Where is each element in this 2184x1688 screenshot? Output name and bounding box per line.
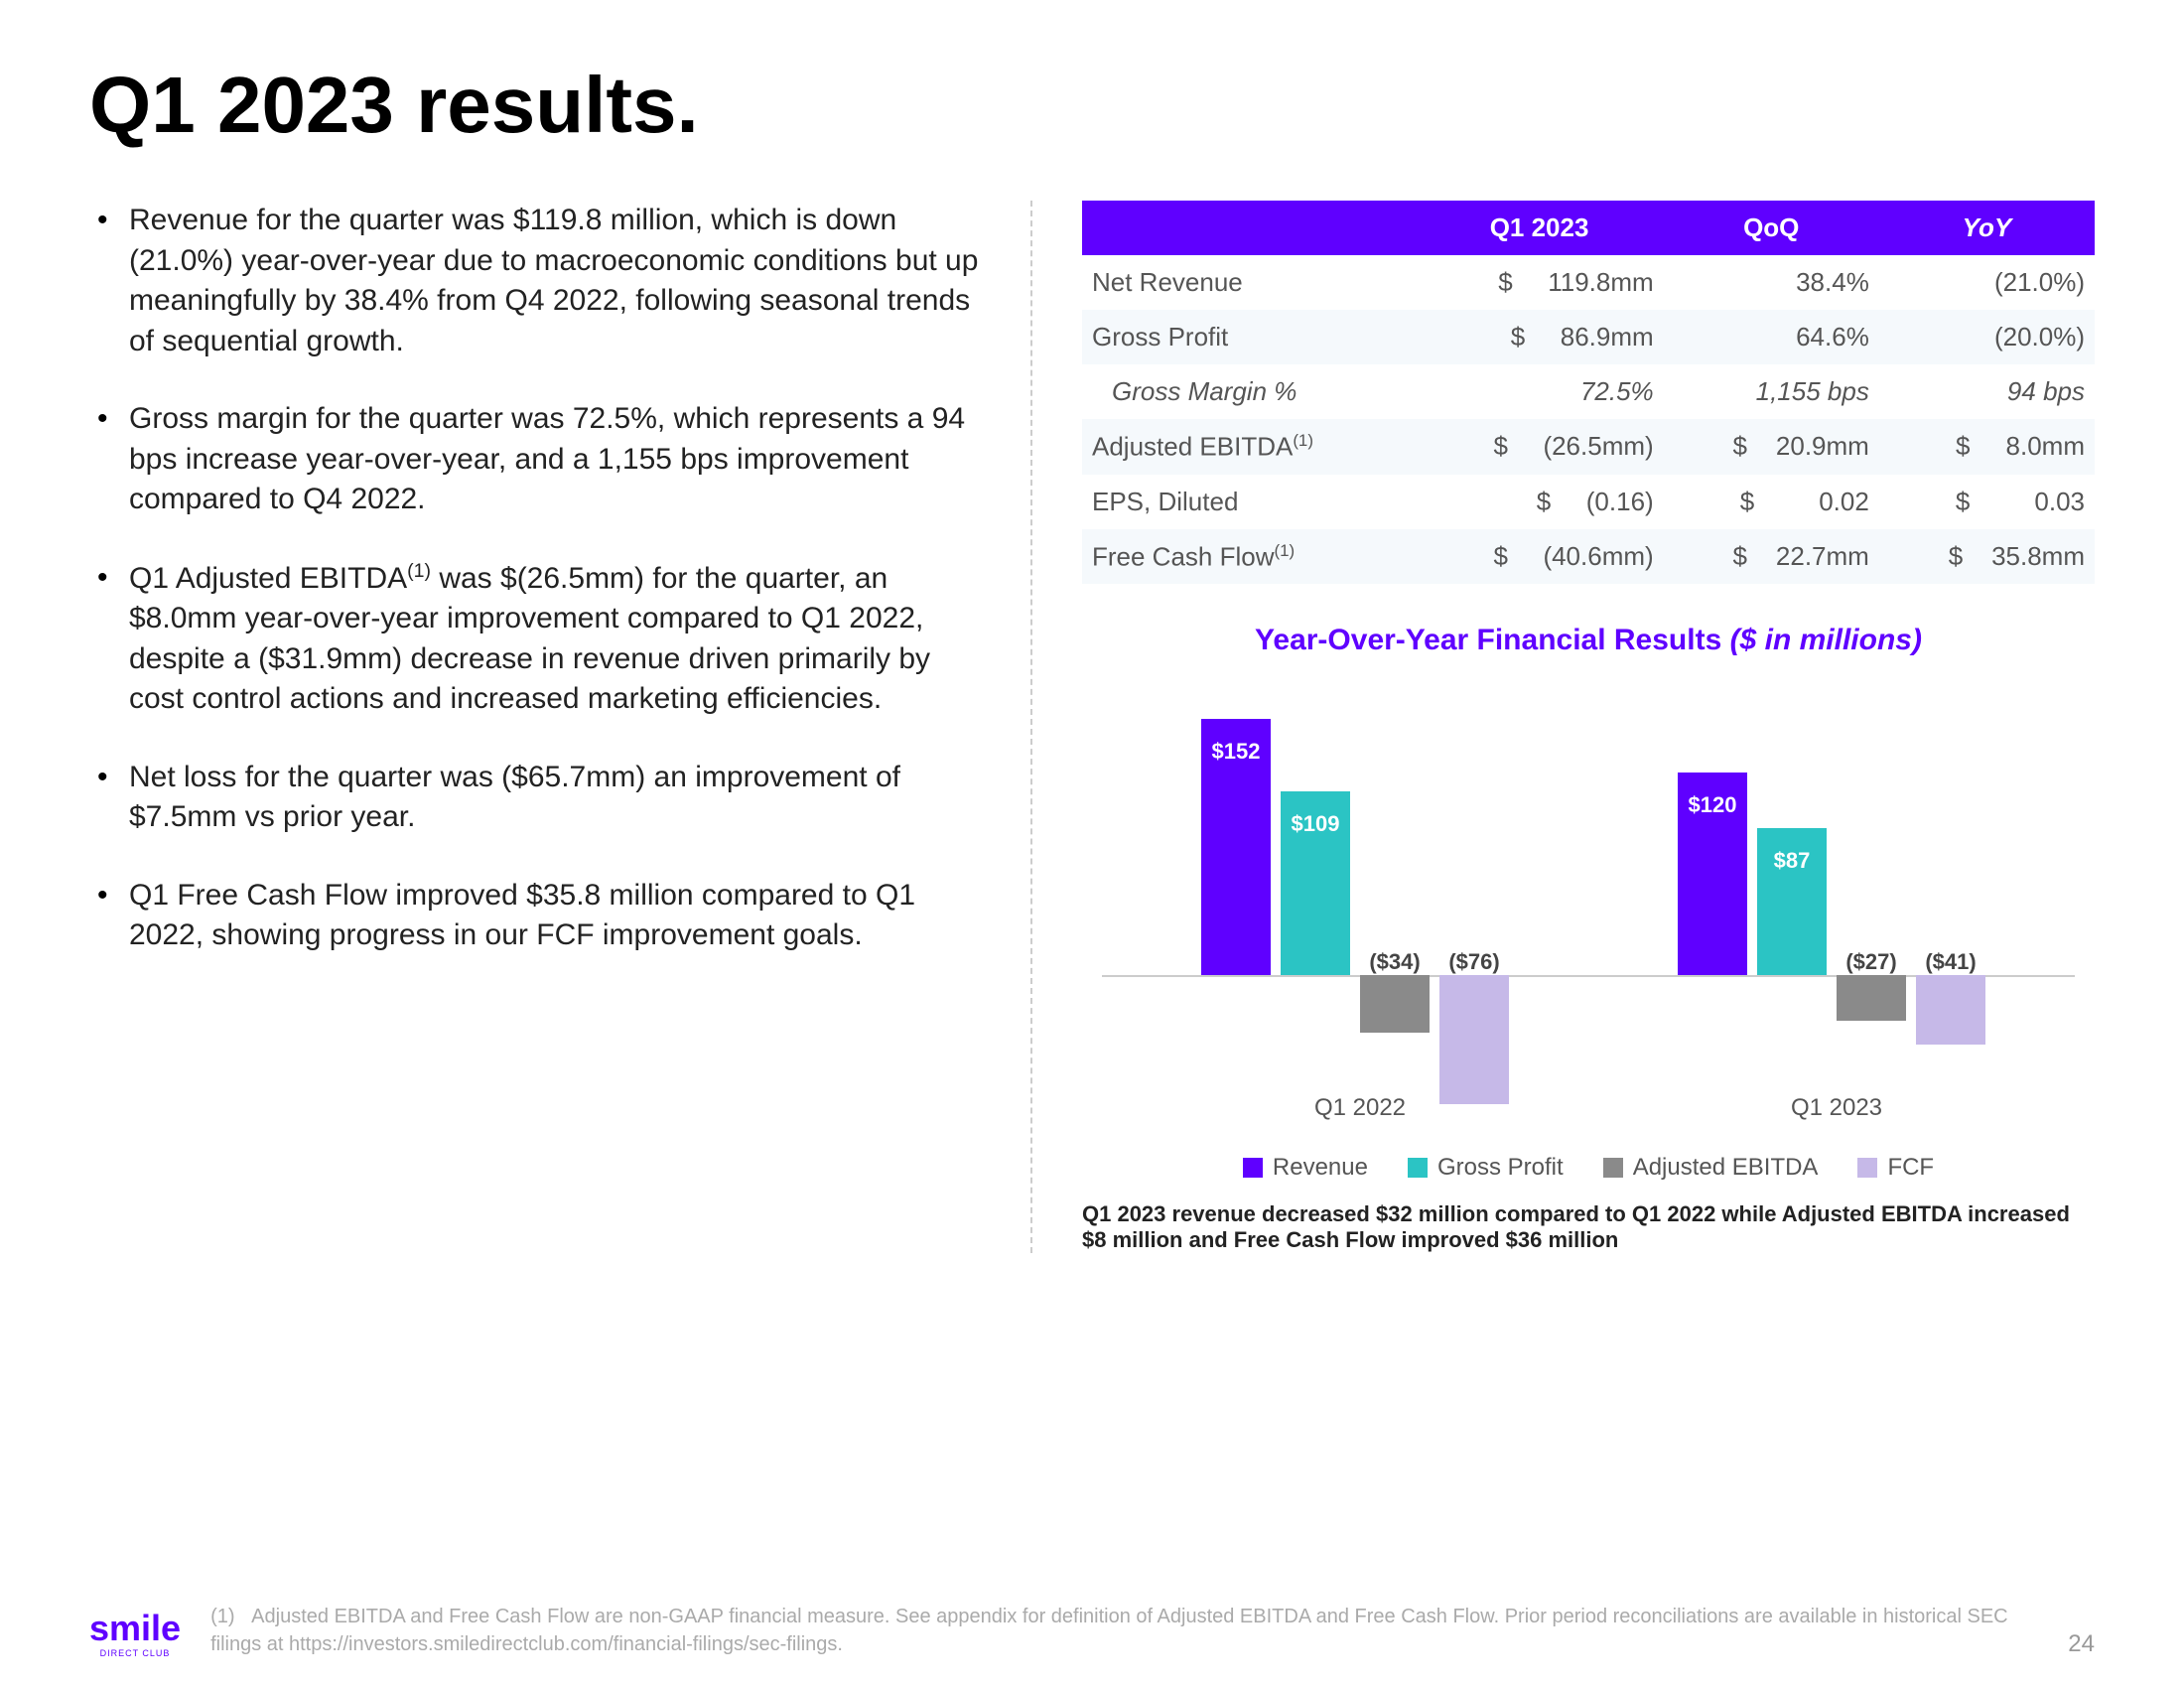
bar-label: ($27)	[1837, 949, 1906, 975]
logo: smile	[89, 1611, 181, 1646]
footer: smile DIRECT CLUB (1) Adjusted EBITDA an…	[89, 1603, 2095, 1658]
legend-swatch	[1243, 1158, 1263, 1178]
legend-label: Adjusted EBITDA	[1633, 1154, 1819, 1182]
content-row: Revenue for the quarter was $119.8 milli…	[89, 201, 2095, 1253]
table-row: Adjusted EBITDA(1)$(26.5mm)$ 20.9mm$ 8.0…	[1082, 419, 2095, 475]
bar-group: $152 $109 ($34) ($76)	[1201, 677, 1509, 1154]
bullet-item: Revenue for the quarter was $119.8 milli…	[89, 201, 991, 361]
row-label: Gross Profit	[1082, 310, 1415, 364]
row-q1: $119.8mm	[1415, 255, 1663, 310]
legend-swatch	[1857, 1158, 1877, 1178]
bar-wrap: ($41)	[1916, 677, 1985, 1154]
bullet-list: Revenue for the quarter was $119.8 milli…	[89, 201, 991, 956]
page-title: Q1 2023 results.	[89, 60, 2095, 151]
row-q1: 72.5%	[1415, 364, 1663, 419]
bar-label: ($76)	[1439, 949, 1509, 975]
bar-group: $120 $87 ($27) ($41)	[1678, 677, 1985, 1154]
bullet-item: Net loss for the quarter was ($65.7mm) a…	[89, 758, 991, 838]
row-qoq: 1,155 bps	[1664, 364, 1879, 419]
row-yoy: 94 bps	[1879, 364, 2095, 419]
chart-legend: Revenue Gross Profit Adjusted EBITDA FCF	[1082, 1154, 2095, 1182]
bar-adj_ebitda	[1360, 975, 1430, 1033]
th-q1: Q1 2023	[1415, 201, 1663, 255]
logo-block: smile DIRECT CLUB	[89, 1611, 181, 1658]
row-label: EPS, Diluted	[1082, 475, 1415, 529]
bar-chart: $152 $109 ($34) ($76) Q1 2022 $120 $87 ($27) ($4…	[1082, 677, 2095, 1154]
bullet-item: Gross margin for the quarter was 72.5%, …	[89, 399, 991, 520]
logo-subtitle: DIRECT CLUB	[89, 1648, 181, 1658]
table-row: EPS, Diluted$(0.16)$ 0.02$ 0.03	[1082, 475, 2095, 529]
legend-label: Revenue	[1273, 1154, 1368, 1182]
bullet-item: Q1 Free Cash Flow improved $35.8 million…	[89, 876, 991, 956]
bullet-column: Revenue for the quarter was $119.8 milli…	[89, 201, 1032, 1253]
bar-wrap: ($76)	[1439, 677, 1509, 1154]
chart-note: Q1 2023 revenue decreased $32 million co…	[1082, 1201, 2095, 1253]
legend-item: Revenue	[1243, 1154, 1368, 1182]
row-qoq: 38.4%	[1664, 255, 1879, 310]
legend-item: Gross Profit	[1408, 1154, 1564, 1182]
bar-wrap: $109	[1281, 677, 1350, 1154]
category-label: Q1 2022	[1201, 1094, 1519, 1122]
row-label: Free Cash Flow(1)	[1082, 529, 1415, 585]
bar-label: $120	[1678, 792, 1747, 818]
row-qoq: $ 0.02	[1664, 475, 1879, 529]
bar-label: $87	[1757, 848, 1827, 874]
bar-wrap: $120	[1678, 677, 1747, 1154]
th-yoy: YoY	[1879, 201, 2095, 255]
right-column: Q1 2023 QoQ YoY Net Revenue$119.8mm38.4%…	[1072, 201, 2095, 1253]
row-qoq: $ 20.9mm	[1664, 419, 1879, 475]
th-qoq: QoQ	[1664, 201, 1879, 255]
table-row: Free Cash Flow(1)$(40.6mm)$ 22.7mm$ 35.8…	[1082, 529, 2095, 585]
bar-wrap: $87	[1757, 677, 1827, 1154]
bar-wrap: ($34)	[1360, 677, 1430, 1154]
row-q1: $(26.5mm)	[1415, 419, 1663, 475]
row-q1: $(40.6mm)	[1415, 529, 1663, 585]
bar-wrap: $152	[1201, 677, 1271, 1154]
row-yoy: $ 8.0mm	[1879, 419, 2095, 475]
bar-label: $152	[1201, 739, 1271, 765]
th-blank	[1082, 201, 1415, 255]
legend-swatch	[1603, 1158, 1623, 1178]
row-label: Gross Margin %	[1082, 364, 1415, 419]
bullet-item: Q1 Adjusted EBITDA(1) was $(26.5mm) for …	[89, 558, 991, 720]
table-row: Net Revenue$119.8mm38.4%(21.0%)	[1082, 255, 2095, 310]
footnote: (1) Adjusted EBITDA and Free Cash Flow a…	[210, 1603, 2038, 1658]
legend-label: Gross Profit	[1437, 1154, 1564, 1182]
legend-item: FCF	[1857, 1154, 1934, 1182]
legend-swatch	[1408, 1158, 1428, 1178]
bar-label: ($34)	[1360, 949, 1430, 975]
bar-label: $109	[1281, 811, 1350, 837]
row-q1: $(0.16)	[1415, 475, 1663, 529]
legend-label: FCF	[1887, 1154, 1934, 1182]
financial-table: Q1 2023 QoQ YoY Net Revenue$119.8mm38.4%…	[1082, 201, 2095, 584]
bar-wrap: ($27)	[1837, 677, 1906, 1154]
row-yoy: (21.0%)	[1879, 255, 2095, 310]
row-qoq: $ 22.7mm	[1664, 529, 1879, 585]
bar-fcf	[1439, 975, 1509, 1103]
row-label: Adjusted EBITDA(1)	[1082, 419, 1415, 475]
category-label: Q1 2023	[1678, 1094, 1995, 1122]
row-q1: $86.9mm	[1415, 310, 1663, 364]
page-number: 24	[2068, 1630, 2095, 1658]
bar-adj_ebitda	[1837, 975, 1906, 1021]
legend-item: Adjusted EBITDA	[1603, 1154, 1819, 1182]
row-yoy: $ 35.8mm	[1879, 529, 2095, 585]
row-label: Net Revenue	[1082, 255, 1415, 310]
bar-label: ($41)	[1916, 949, 1985, 975]
row-qoq: 64.6%	[1664, 310, 1879, 364]
row-yoy: $ 0.03	[1879, 475, 2095, 529]
row-yoy: (20.0%)	[1879, 310, 2095, 364]
bar-fcf	[1916, 975, 1985, 1045]
table-row: Gross Profit$86.9mm64.6%(20.0%)	[1082, 310, 2095, 364]
chart-title: Year-Over-Year Financial Results ($ in m…	[1082, 624, 2095, 657]
table-row: Gross Margin %72.5%1,155 bps94 bps	[1082, 364, 2095, 419]
